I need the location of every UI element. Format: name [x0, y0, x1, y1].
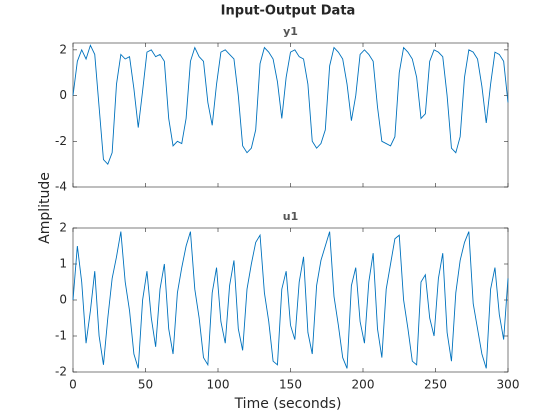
- axes-title: y1: [283, 25, 298, 38]
- y-tick-label: 0: [59, 293, 67, 307]
- y-tick-label: -2: [55, 134, 67, 148]
- data-line: [72, 231, 509, 369]
- x-tick-label: 300: [497, 378, 520, 392]
- x-axis-label: Time (seconds): [234, 396, 342, 412]
- x-tick-label: 150: [279, 378, 302, 392]
- y-tick-label: -2: [55, 365, 67, 379]
- y-tick-label: 2: [59, 221, 67, 235]
- x-tick-label: 250: [424, 378, 447, 392]
- y-tick-label: -4: [55, 180, 67, 194]
- x-tick-label: 200: [352, 378, 375, 392]
- y-tick-label: 0: [59, 88, 67, 102]
- y-tick-label: 2: [59, 42, 67, 56]
- y-tick-label: -1: [55, 329, 67, 343]
- y-axis-label: Amplitude: [37, 172, 53, 244]
- plot-area: [72, 42, 509, 188]
- data-line: [72, 44, 509, 165]
- axes-title: u1: [283, 210, 299, 223]
- y-tick-label: 1: [59, 257, 67, 271]
- x-tick-label: 100: [207, 378, 230, 392]
- x-tick-label: 0: [69, 378, 77, 392]
- figure-title: Input-Output Data: [221, 4, 356, 19]
- plot-area: [72, 227, 509, 373]
- x-tick-label: 50: [138, 378, 153, 392]
